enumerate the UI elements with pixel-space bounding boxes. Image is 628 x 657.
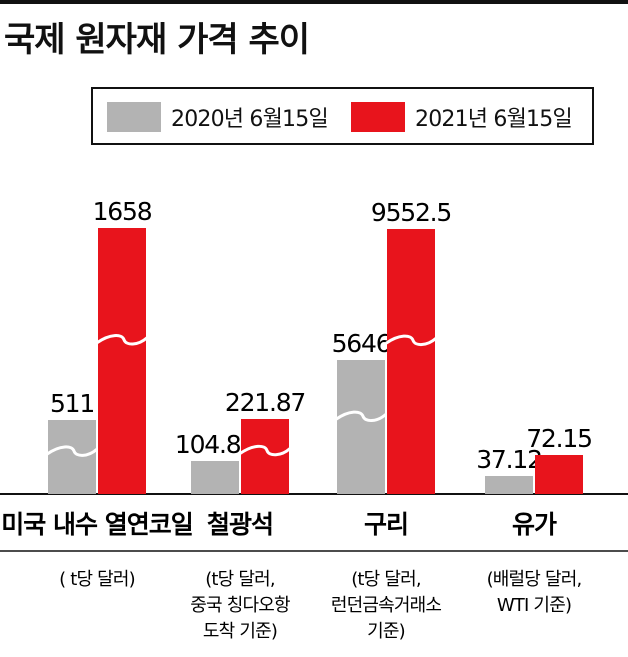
- top-rule: [0, 0, 628, 4]
- bar-3-1: [535, 455, 583, 494]
- category-note-2-2: 기준): [367, 621, 405, 642]
- category-label-0: 미국 내수 열연코일: [1, 510, 192, 539]
- category-note-0-0: ( t당 달러): [59, 569, 135, 590]
- axis-break-0-1: [96, 334, 148, 346]
- data-label-1-1: 221.87: [225, 388, 305, 417]
- axis-break-2-0: [335, 410, 387, 423]
- bar-1-1: [241, 419, 289, 494]
- category-note-3-0: (배럴당 달러,: [487, 569, 582, 590]
- data-label-0-1: 1658: [93, 197, 152, 226]
- bar-0-1: [98, 228, 146, 494]
- data-label-0-0: 511: [50, 389, 94, 418]
- category-note-1-2: 도착 기준): [203, 621, 277, 642]
- data-label-2-0: 5646: [332, 329, 391, 358]
- bar-2-1: [387, 229, 435, 494]
- data-label-2-1: 9552.5: [371, 198, 451, 227]
- axis-break-2-1: [385, 334, 437, 347]
- category-note-1-0: (t당 달러,: [205, 569, 275, 590]
- bar-0-0: [48, 420, 96, 494]
- axis-break-0-0: [46, 445, 98, 457]
- bar-1-0: [191, 461, 239, 494]
- data-label-3-0: 37.12: [476, 445, 542, 474]
- category-label-3: 유가: [512, 510, 557, 539]
- category-note-1-1: 중국 칭다오항: [190, 595, 290, 616]
- legend-label-2021: 2021년 6월15일: [415, 107, 573, 132]
- legend-item-2020: 2020년 6월15일: [107, 101, 329, 133]
- chart-title: 국제 원자재 가격 추이: [4, 20, 310, 60]
- bar-3-0: [485, 476, 533, 494]
- category-note-2-1: 런던금속거래소: [331, 595, 442, 616]
- category-note-2-0: (t당 달러,: [351, 569, 421, 590]
- category-note-3-1: WTI 기준): [497, 595, 571, 616]
- data-label-3-1: 72.15: [526, 424, 592, 453]
- legend: 2020년 6월15일 2021년 6월15일: [91, 87, 594, 145]
- axis-break-1-1: [239, 444, 291, 457]
- bar-2-0: [337, 360, 385, 494]
- legend-swatch-2020: [107, 102, 161, 132]
- legend-swatch-2021: [351, 102, 405, 132]
- legend-label-2020: 2020년 6월15일: [171, 107, 329, 132]
- category-label-2: 구리: [364, 510, 408, 539]
- category-label-1: 철광석: [207, 510, 273, 539]
- legend-item-2021: 2021년 6월15일: [351, 101, 573, 133]
